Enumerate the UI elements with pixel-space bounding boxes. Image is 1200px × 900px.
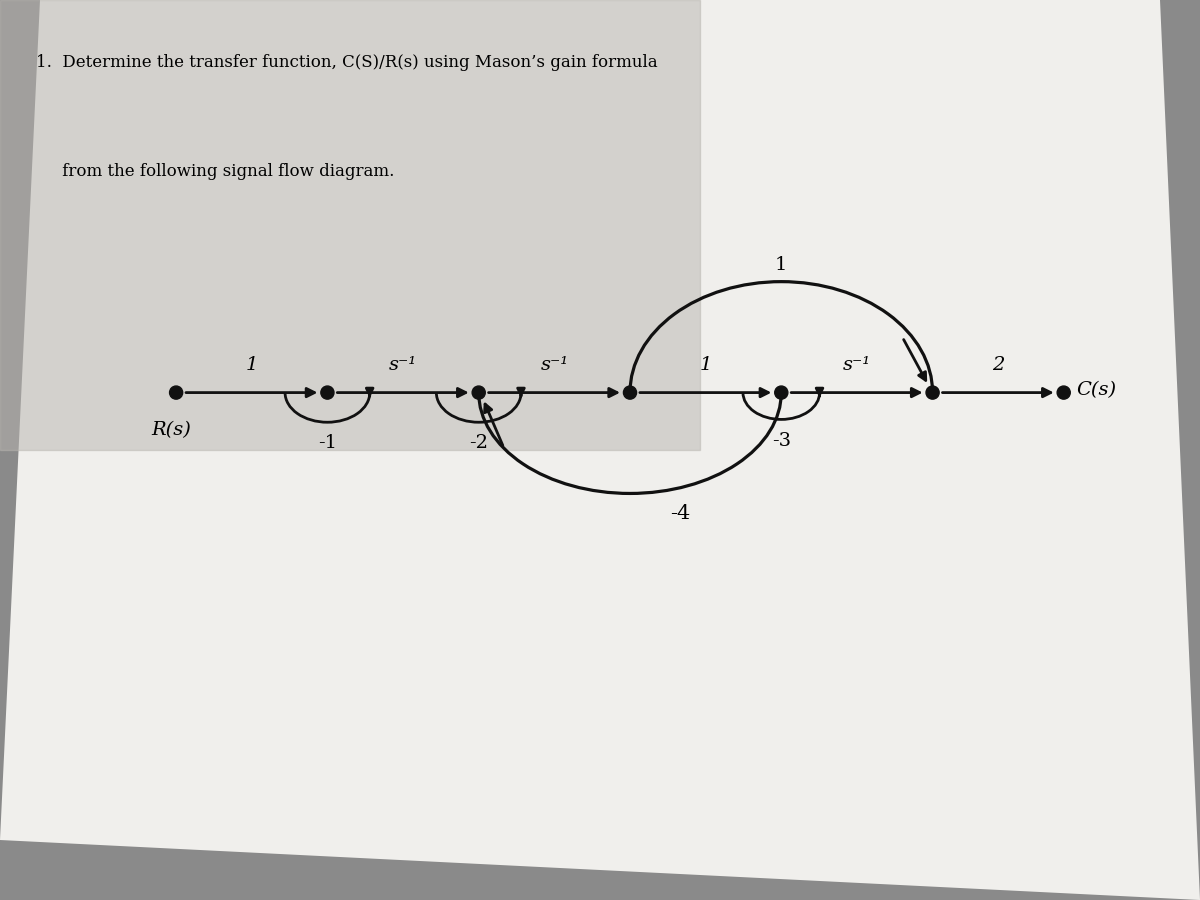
Text: 1: 1 — [700, 356, 712, 374]
Text: 1: 1 — [246, 356, 258, 374]
Circle shape — [320, 386, 334, 399]
Text: 1: 1 — [775, 256, 787, 274]
Text: from the following signal flow diagram.: from the following signal flow diagram. — [36, 163, 395, 180]
Circle shape — [169, 386, 182, 399]
Bar — [0, 0, 700, 450]
Text: -2: -2 — [469, 435, 488, 453]
Circle shape — [472, 386, 485, 399]
Text: R(s): R(s) — [151, 421, 191, 439]
Text: C(s): C(s) — [1076, 382, 1116, 400]
Circle shape — [926, 386, 940, 399]
Circle shape — [775, 386, 788, 399]
Text: s⁻¹: s⁻¹ — [842, 356, 871, 374]
Circle shape — [1057, 386, 1070, 399]
Text: -3: -3 — [772, 431, 791, 449]
Text: 2: 2 — [992, 356, 1004, 374]
Text: -1: -1 — [318, 435, 337, 453]
Text: s⁻¹: s⁻¹ — [540, 356, 569, 374]
Text: s⁻¹: s⁻¹ — [389, 356, 418, 374]
Text: -4: -4 — [671, 503, 690, 523]
Circle shape — [624, 386, 636, 399]
Text: 1.  Determine the transfer function, C(S)/R(s) using Mason’s gain formula: 1. Determine the transfer function, C(S)… — [36, 54, 658, 71]
